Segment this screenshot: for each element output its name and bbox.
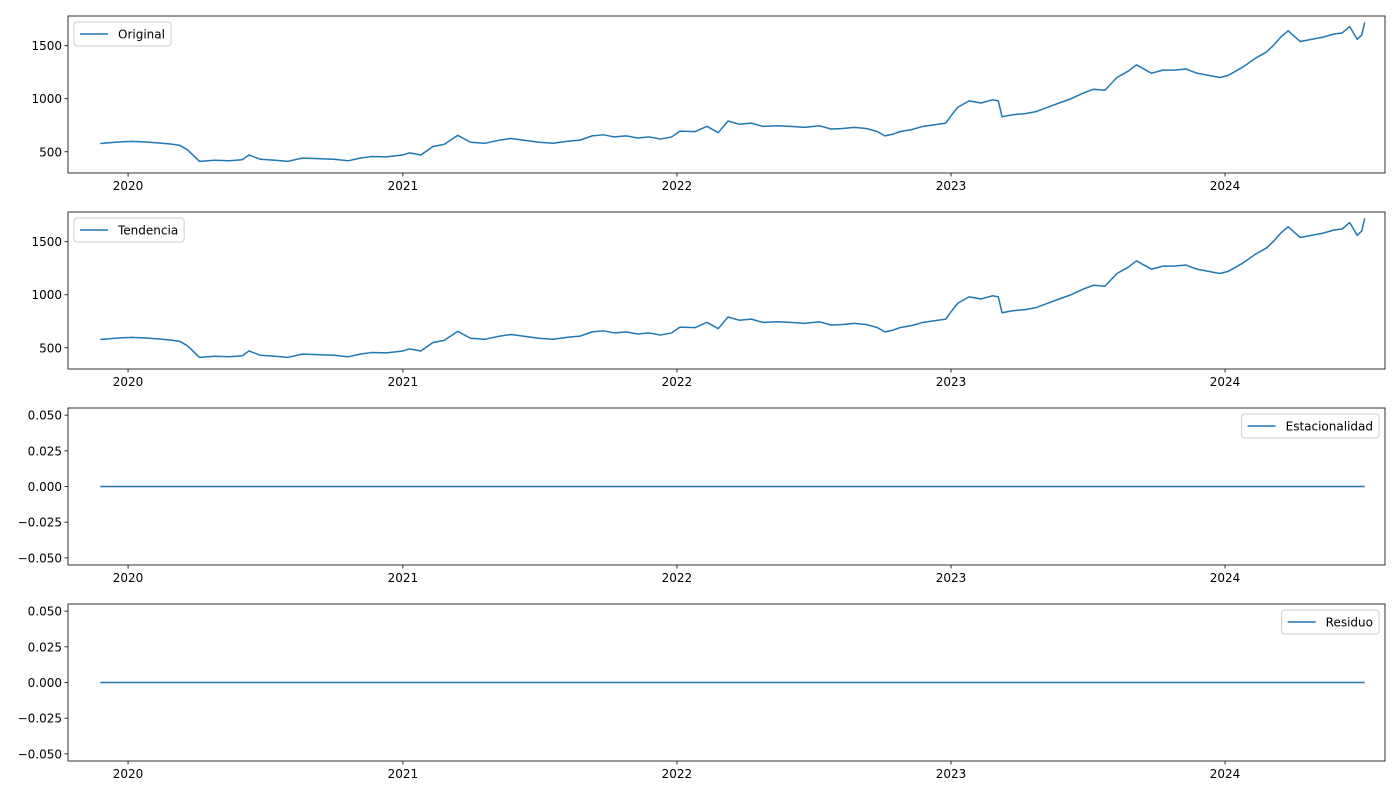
y-tick-label: 1000	[31, 92, 62, 106]
legend: Estacionalidad	[1241, 413, 1380, 439]
y-tick-label: 0.025	[28, 640, 62, 654]
series-line-original	[100, 22, 1366, 163]
legend: Residuo	[1281, 609, 1380, 635]
x-tick-label: 2022	[662, 179, 693, 193]
x-tick-label: 2022	[662, 571, 693, 585]
x-tick-label: 2024	[1210, 571, 1241, 585]
legend: Tendencia	[73, 217, 185, 243]
y-tick-label: 500	[39, 145, 62, 159]
y-tick-label: −0.050	[18, 551, 62, 565]
x-tick-label: 2021	[388, 571, 419, 585]
y-tick-label: 1000	[31, 288, 62, 302]
legend: Original	[73, 21, 172, 47]
legend-box	[1241, 413, 1380, 439]
y-tick-label: 1500	[31, 235, 62, 249]
legend-box	[73, 217, 185, 243]
y-tick-label: 1500	[31, 39, 62, 53]
y-tick-label: −0.025	[18, 516, 62, 530]
legend-label: Tendencia	[117, 224, 178, 238]
legend-label: Original	[118, 28, 165, 42]
x-tick-label: 2020	[113, 179, 144, 193]
legend-label: Residuo	[1326, 616, 1373, 630]
axes-frame	[67, 211, 1386, 370]
legend-box	[73, 21, 172, 47]
x-tick-label: 2023	[936, 767, 967, 781]
x-tick-label: 2021	[388, 375, 419, 389]
x-tick-label: 2024	[1210, 375, 1241, 389]
x-tick-label: 2021	[388, 767, 419, 781]
y-tick-label: 0.000	[28, 676, 62, 690]
x-tick-label: 2024	[1210, 767, 1241, 781]
y-tick-label: 500	[39, 341, 62, 355]
y-tick-label: 0.000	[28, 480, 62, 494]
x-tick-label: 2022	[662, 375, 693, 389]
panel-residuo: 2020 2021 2022 2023 2024 0.050 0.025 0.000 −0.02…	[18, 603, 1386, 781]
y-tick-label: 0.025	[28, 444, 62, 458]
panel-tendencia: 2020 2021 2022 2023 2024 500 1000 1500 Tendencia	[31, 211, 1386, 389]
x-tick-label: 2023	[936, 571, 967, 585]
y-tick-label: 0.050	[28, 605, 62, 619]
y-tick-label: −0.025	[18, 712, 62, 726]
legend-label: Estacionalidad	[1286, 420, 1373, 434]
x-tick-label: 2022	[662, 767, 693, 781]
x-tick-label: 2024	[1210, 179, 1241, 193]
legend-box	[1281, 609, 1380, 635]
axes-frame	[67, 15, 1386, 174]
x-tick-label: 2020	[113, 571, 144, 585]
x-tick-label: 2023	[936, 179, 967, 193]
x-tick-label: 2020	[113, 767, 144, 781]
panel-estacionalidad: 2020 2021 2022 2023 2024 0.050 0.025 0.000 −0.02…	[18, 407, 1386, 585]
y-tick-label: −0.050	[18, 747, 62, 761]
panel-original: 2020 2021 2022 2023 2024 500 1000 1500 Original	[31, 15, 1386, 193]
x-tick-label: 2021	[388, 179, 419, 193]
x-tick-label: 2020	[113, 375, 144, 389]
y-tick-label: 0.050	[28, 409, 62, 423]
x-tick-label: 2023	[936, 375, 967, 389]
series-line-tendencia	[100, 218, 1366, 359]
